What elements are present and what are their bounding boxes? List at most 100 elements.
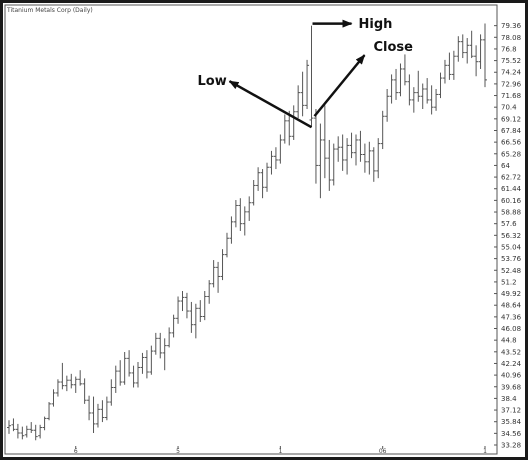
y-tick-label: 75.52 xyxy=(501,57,521,65)
ohlc-bar xyxy=(380,110,385,150)
ohlc-bar xyxy=(385,88,390,122)
ohlc-bar xyxy=(447,52,452,80)
ohlc-bar xyxy=(176,296,181,324)
y-tick-label: 35.84 xyxy=(501,418,522,426)
ohlc-bar xyxy=(416,70,421,102)
y-tick-label: 67.84 xyxy=(501,127,522,135)
ohlc-bar xyxy=(456,36,461,62)
ohlc-bar xyxy=(483,23,487,88)
ohlc-bar xyxy=(60,362,65,390)
y-tick-label: 37.12 xyxy=(501,407,521,415)
ohlc-bar xyxy=(345,138,350,175)
ohlc-bar xyxy=(104,396,109,421)
y-tick-label: 76.8 xyxy=(501,45,517,53)
close-label: Close xyxy=(374,40,414,55)
y-tick-label: 40.96 xyxy=(501,372,522,380)
y-tick-label: 39.68 xyxy=(501,383,521,391)
ohlc-bar xyxy=(300,71,305,117)
ohlc-bar xyxy=(313,109,318,184)
ohlc-bar xyxy=(202,291,207,321)
ohlc-bar xyxy=(273,147,278,170)
ohlc-bar xyxy=(100,400,105,423)
ohlc-bar xyxy=(429,85,434,115)
close-arrow xyxy=(313,54,366,117)
ohlc-bar xyxy=(136,362,141,388)
low-arrow xyxy=(228,80,313,129)
ohlc-bar xyxy=(269,150,274,175)
ohlc-bar xyxy=(118,360,123,386)
ohlc-bar xyxy=(87,395,92,421)
ohlc-bar xyxy=(233,200,238,228)
ohlc-bar xyxy=(91,396,96,433)
ohlc-bar xyxy=(51,389,56,407)
ohlc-bar xyxy=(425,78,430,104)
ohlc-bar xyxy=(371,147,376,182)
x-tick-label: 1 xyxy=(278,448,282,455)
ohlc-bar xyxy=(242,206,247,236)
price-bars xyxy=(7,23,487,441)
y-tick-label: 42.24 xyxy=(501,360,522,368)
ohlc-bar xyxy=(189,301,194,333)
y-tick-label: 70.4 xyxy=(501,104,517,112)
ohlc-bar xyxy=(193,303,198,339)
y-tick-label: 79.36 xyxy=(501,22,522,30)
y-tick-label: 51.2 xyxy=(501,278,517,286)
y-tick-label: 56.32 xyxy=(501,232,521,240)
ohlc-bar xyxy=(162,338,167,371)
ohlc-bar xyxy=(238,198,243,231)
ohlc-bar xyxy=(465,38,470,64)
ohlc-bar xyxy=(171,314,176,338)
ohlc-bar xyxy=(358,130,363,162)
ohlc-bar xyxy=(216,261,221,293)
ohlc-bar xyxy=(265,162,270,192)
y-tick-label: 38.4 xyxy=(501,395,517,403)
y-tick-label: 78.08 xyxy=(501,34,521,42)
y-tick-label: 34.56 xyxy=(501,430,522,438)
ohlc-bar xyxy=(407,74,412,106)
ohlc-bar xyxy=(55,379,60,397)
ohlc-bar xyxy=(7,420,11,434)
ohlc-bar xyxy=(309,25,314,128)
y-tick-label: 69.12 xyxy=(501,115,521,123)
ohlc-bar xyxy=(340,134,345,171)
ohlc-bar xyxy=(260,169,265,199)
y-tick-label: 60.16 xyxy=(501,197,522,205)
x-axis: 6 5 1 06 1 xyxy=(74,446,487,455)
y-tick-label: 66.56 xyxy=(501,139,522,147)
y-tick-label: 47.36 xyxy=(501,313,522,321)
y-tick-label: 74.24 xyxy=(501,69,522,77)
ohlc-bar xyxy=(207,280,212,304)
y-tick-label: 49.92 xyxy=(501,290,521,298)
ohlc-bar xyxy=(95,403,100,428)
y-tick-label: 55.04 xyxy=(501,243,522,251)
ohlc-bar xyxy=(474,45,479,77)
ohlc-bar xyxy=(451,50,456,80)
ohlc-bar xyxy=(180,291,185,312)
ohlc-bar xyxy=(47,402,52,421)
low-label: Low xyxy=(198,74,227,89)
plot-area-border xyxy=(4,4,498,455)
ohlc-bar xyxy=(64,375,69,392)
ohlc-bar xyxy=(434,88,439,111)
y-tick-label: 53.76 xyxy=(501,255,522,263)
ohlc-bar xyxy=(398,63,403,97)
ohlc-bar xyxy=(42,416,47,431)
y-tick-label: 61.44 xyxy=(501,185,522,193)
y-tick-label: 46.08 xyxy=(501,325,521,333)
ohlc-bar xyxy=(327,139,332,191)
ohlc-bar xyxy=(367,141,372,175)
x-tick-label: 06 xyxy=(379,448,387,455)
y-tick-label: 44.8 xyxy=(501,337,517,345)
ohlc-bar xyxy=(211,260,216,288)
x-tick-label: 6 xyxy=(74,448,78,455)
y-tick-label: 52.48 xyxy=(501,267,521,275)
x-tick-label: 1 xyxy=(483,448,487,455)
x-tick-label: 5 xyxy=(176,448,180,455)
ohlc-bar xyxy=(122,351,127,385)
ohlc-bar xyxy=(282,114,287,144)
ohlc-bar xyxy=(198,300,203,322)
ohlc-bar xyxy=(144,350,149,379)
